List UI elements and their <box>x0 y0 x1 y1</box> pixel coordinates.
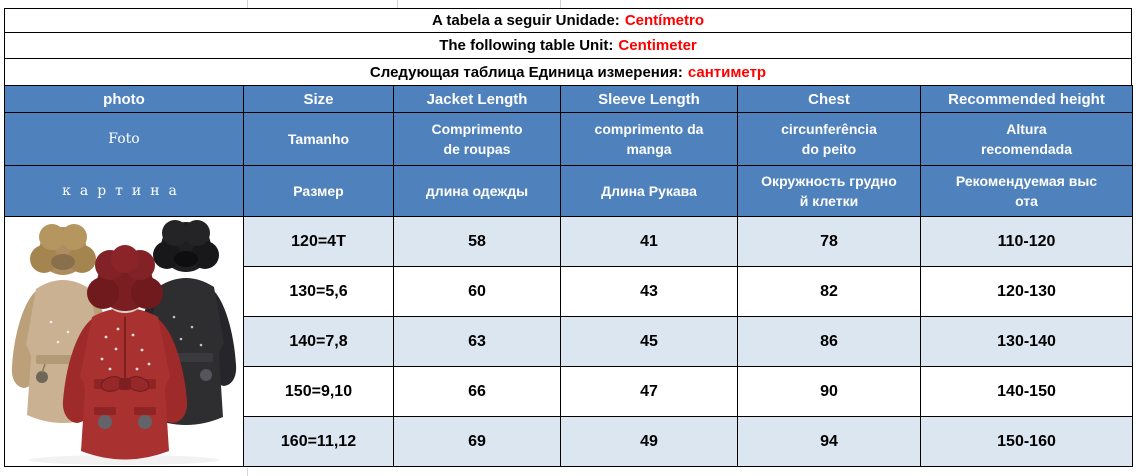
cell-chest: 90 <box>737 366 921 417</box>
col-header-recommended-height-ru: Рекомендуемая выс ота <box>920 165 1133 217</box>
header-line: do peito <box>801 141 857 157</box>
cell-size: 150=9,10 <box>243 366 394 417</box>
title-text-pt: A tabela a seguir Unidade: <box>431 12 620 29</box>
gridline <box>397 0 398 8</box>
cell-chest: 78 <box>737 216 921 267</box>
col-header-recommended-height-pt: Altura recomendada <box>920 112 1133 166</box>
spreadsheet-top-strip <box>0 0 1136 8</box>
header-line: Окружность грудно <box>761 173 897 189</box>
header-line: Altura <box>1006 121 1047 137</box>
title-unit-pt: Centímetro <box>624 12 704 29</box>
table-row: 150=9,10 66 47 90 140-150 <box>5 366 1133 417</box>
cell-height: 150-160 <box>920 416 1133 467</box>
cell-height: 130-140 <box>920 316 1133 367</box>
cell-sleeve-length: 43 <box>560 266 738 317</box>
cell-size: 130=5,6 <box>243 266 394 317</box>
title-row-portuguese: A tabela a seguir Unidade: Centímetro <box>4 8 1132 33</box>
col-header-photo-ru: картина <box>4 165 244 217</box>
col-header-size-pt: Tamanho <box>243 112 394 166</box>
col-header-chest-ru: Окружность грудно й клетки <box>737 165 921 217</box>
cell-jacket-length: 60 <box>393 266 561 317</box>
table-row: 160=11,12 69 49 94 150-160 <box>5 416 1133 467</box>
cell-size: 160=11,12 <box>243 416 394 467</box>
cell-sleeve-length: 41 <box>560 216 738 267</box>
header-row-portuguese: Foto Tamanho Comprimento de roupas compr… <box>4 112 1133 166</box>
gridline <box>247 0 248 8</box>
cell-jacket-length: 66 <box>393 366 561 417</box>
product-photo-cell <box>4 216 244 467</box>
title-row-russian: Следующая таблица Единица измерения: сан… <box>4 58 1132 86</box>
title-text-ru: Следующая таблица Единица измерения: <box>369 63 683 81</box>
header-line: й клетки <box>799 193 859 209</box>
gridline <box>247 468 248 476</box>
col-header-size-en: Size <box>243 85 394 113</box>
col-header-size-ru: Размер <box>243 165 394 217</box>
table-row: 130=5,6 60 43 82 120-130 <box>5 266 1133 317</box>
header-line: Comprimento <box>431 121 523 137</box>
header-line: manga <box>626 141 672 157</box>
cell-height: 110-120 <box>920 216 1133 267</box>
gridline <box>560 0 561 8</box>
col-header-chest-en: Chest <box>737 85 921 113</box>
title-unit-ru: сантиметр <box>687 63 767 81</box>
col-header-jacket-length-pt: Comprimento de roupas <box>393 112 561 166</box>
col-header-photo-pt: Foto <box>4 112 244 166</box>
cell-chest: 86 <box>737 316 921 367</box>
header-line: Рекомендуемая выс <box>955 173 1098 189</box>
header-row-english: photo Size Jacket Length Sleeve Length C… <box>4 85 1133 113</box>
header-line: recomendada <box>980 141 1073 157</box>
cell-jacket-length: 58 <box>393 216 561 267</box>
header-line: ота <box>1015 193 1038 209</box>
table-row: 120=4T 58 41 78 110-120 <box>4 216 1133 467</box>
cell-chest: 94 <box>737 416 921 467</box>
header-line: comprimento da <box>594 121 704 137</box>
cell-sleeve-length: 45 <box>560 316 738 367</box>
cell-sleeve-length: 49 <box>560 416 738 467</box>
size-chart-sheet: A tabela a seguir Unidade: Centímetro Th… <box>4 8 1133 467</box>
cell-height: 140-150 <box>920 366 1133 417</box>
title-row-english: The following table Unit: Centimeter <box>4 32 1132 59</box>
table-row: 140=7,8 63 45 86 130-140 <box>5 316 1133 367</box>
jackets-photo <box>6 218 243 466</box>
cell-jacket-length: 63 <box>393 316 561 367</box>
cell-chest: 82 <box>737 266 921 317</box>
title-text-en: The following table Unit: <box>439 37 614 54</box>
jackets-illustration <box>11 220 236 465</box>
header-row-russian: картина Размер длина одежды Длина Рукава… <box>4 165 1133 217</box>
header-line: circunferência <box>781 121 877 137</box>
size-table: photo Size Jacket Length Sleeve Length C… <box>4 85 1133 467</box>
cell-sleeve-length: 47 <box>560 366 738 417</box>
col-header-chest-pt: circunferência do peito <box>737 112 921 166</box>
jacket-red <box>62 245 187 460</box>
col-header-photo-en: photo <box>4 85 244 113</box>
col-header-jacket-length-en: Jacket Length <box>393 85 561 113</box>
col-header-sleeve-length-en: Sleeve Length <box>560 85 738 113</box>
col-header-jacket-length-ru: длина одежды <box>393 165 561 217</box>
header-line: de roupas <box>443 141 511 157</box>
col-header-sleeve-length-pt: comprimento da manga <box>560 112 738 166</box>
cell-size: 120=4T <box>243 216 394 267</box>
cell-height: 120-130 <box>920 266 1133 317</box>
title-unit-en: Centimeter <box>618 37 697 54</box>
col-header-sleeve-length-ru: Длина Рукава <box>560 165 738 217</box>
col-header-recommended-height-en: Recommended height <box>920 85 1133 113</box>
cell-jacket-length: 69 <box>393 416 561 467</box>
cell-size: 140=7,8 <box>243 316 394 367</box>
